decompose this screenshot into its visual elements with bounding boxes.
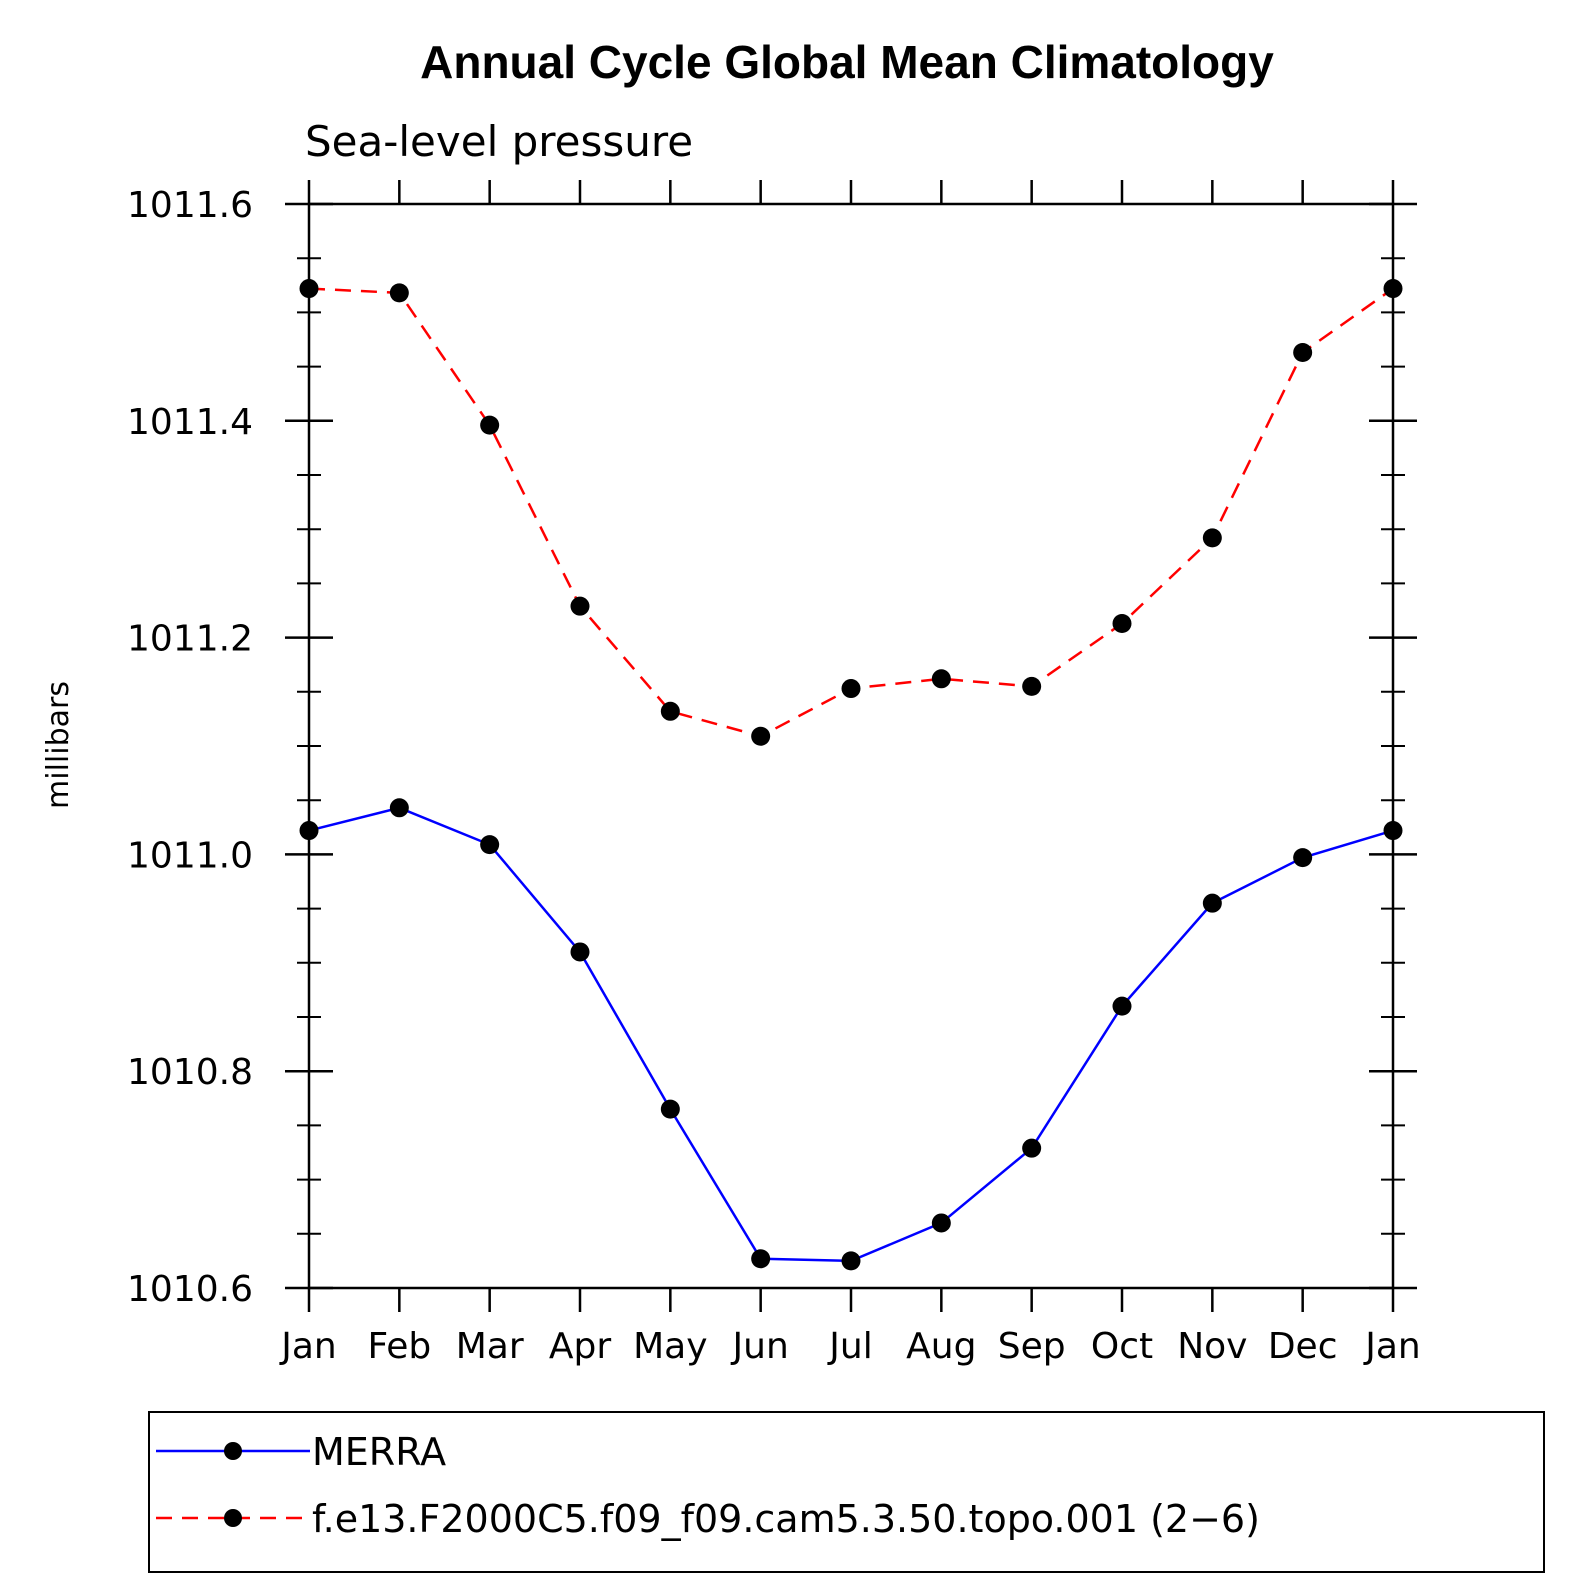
- y-tick-label: 1011.6: [127, 185, 253, 226]
- y-tick-label: 1011.0: [127, 835, 253, 876]
- legend-model-label: f.e13.F2000C5.f09_f09.cam5.3.50.topo.001…: [312, 1497, 1260, 1541]
- x-tick-label: Jun: [731, 1326, 789, 1367]
- y-tick-label: 1010.6: [127, 1269, 253, 1310]
- y-tick-label: 1011.2: [127, 619, 253, 660]
- data-point-0-2: [480, 835, 500, 855]
- data-point-0-6: [841, 1251, 861, 1271]
- y-axis-label: millibars: [41, 681, 76, 809]
- data-point-0-1: [389, 798, 409, 818]
- x-tick-label: Oct: [1091, 1326, 1153, 1367]
- y-tick-label: 1011.4: [127, 402, 253, 443]
- data-point-1-11: [1293, 343, 1313, 363]
- x-tick-label: Mar: [456, 1326, 524, 1367]
- data-point-1-3: [570, 596, 590, 616]
- data-point-0-9: [1112, 996, 1132, 1016]
- data-point-0-8: [1022, 1138, 1042, 1158]
- data-point-1-9: [1112, 614, 1132, 634]
- data-point-0-4: [660, 1099, 680, 1119]
- data-point-1-6: [841, 679, 861, 699]
- plot-frame: [307, 202, 1395, 1290]
- x-tick-label: Apr: [549, 1326, 611, 1367]
- series-line-0: [308, 806, 1394, 1263]
- data-point-0-7: [931, 1213, 951, 1233]
- chart-subtitle: Sea-level pressure: [305, 117, 693, 166]
- legend-merra-marker: [224, 1442, 242, 1460]
- x-tick-label: Jan: [1363, 1326, 1421, 1367]
- x-tick-label: Feb: [367, 1326, 431, 1367]
- data-point-1-1: [389, 283, 409, 303]
- series-line-1: [308, 287, 1394, 738]
- x-tick-label: Aug: [906, 1326, 976, 1367]
- legend-model-marker: [224, 1509, 242, 1527]
- data-point-0-11: [1293, 848, 1313, 868]
- x-tick-label: Dec: [1268, 1326, 1338, 1367]
- chart-title: Annual Cycle Global Mean Climatology: [420, 36, 1274, 88]
- data-point-1-8: [1022, 676, 1042, 696]
- x-tick-label: May: [633, 1326, 707, 1367]
- x-tick-label: Jul: [827, 1326, 872, 1367]
- x-tick-label: Jan: [279, 1326, 337, 1367]
- data-point-1-2: [480, 415, 500, 435]
- data-point-1-5: [751, 726, 771, 746]
- data-point-0-3: [570, 942, 590, 962]
- legend-box: [148, 1411, 1545, 1573]
- x-tick-label: Nov: [1177, 1326, 1247, 1367]
- data-point-1-10: [1202, 528, 1222, 548]
- x-tick-label: Sep: [998, 1326, 1066, 1367]
- y-tick-label: 1010.8: [127, 1052, 253, 1093]
- data-point-0-5: [751, 1249, 771, 1269]
- data-point-1-7: [931, 669, 951, 689]
- legend-merra-label: MERRA: [312, 1430, 446, 1474]
- data-point-1-4: [660, 701, 680, 721]
- data-point-0-10: [1202, 893, 1222, 913]
